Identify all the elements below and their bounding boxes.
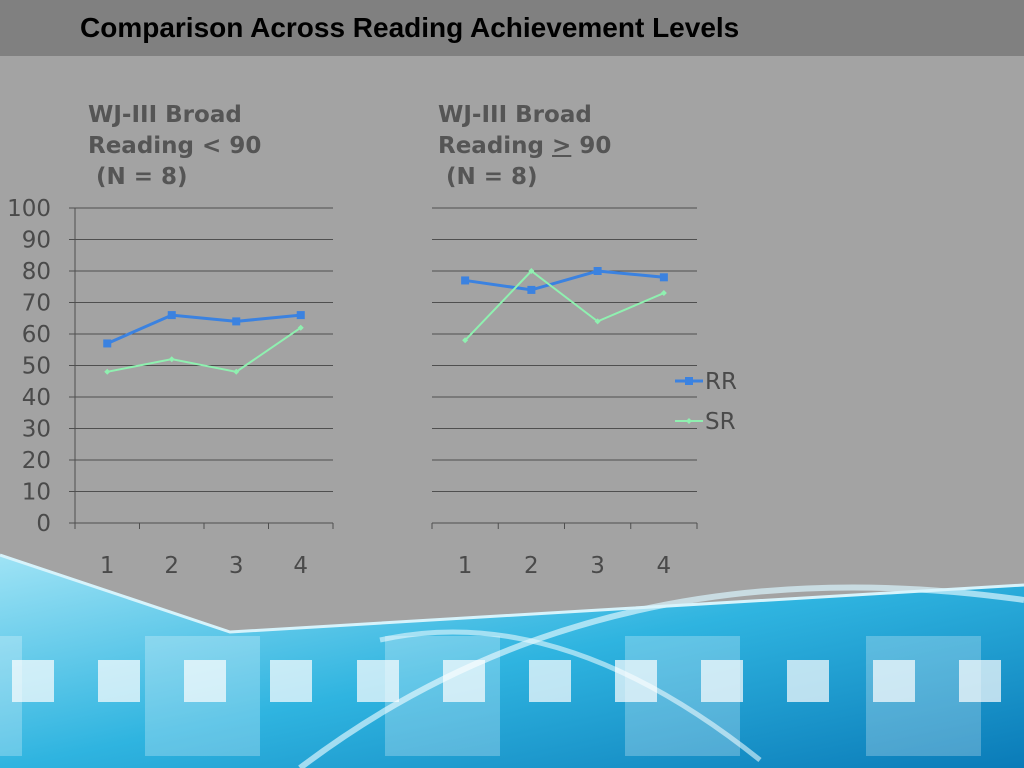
x-tick-label: 4 <box>293 553 308 579</box>
y-tick-label: 80 <box>22 259 51 285</box>
right-panel-line1: WJ-III Broad <box>438 102 592 128</box>
right-panel-line2: Reading > 90 <box>438 133 612 159</box>
data-point-rr <box>103 339 112 348</box>
right-panel-label: WJ-III Broad Reading > 90 (N = 8) <box>438 100 611 193</box>
title-bar <box>0 0 1024 56</box>
y-tick-label: 50 <box>22 354 51 380</box>
data-point-sr <box>660 290 667 297</box>
y-tick-label: 100 <box>7 196 51 222</box>
data-point-rr <box>659 273 668 282</box>
data-point-rr <box>527 285 536 294</box>
data-point-sr <box>462 337 469 344</box>
y-tick-label: 10 <box>22 480 51 506</box>
left-panel-line1: WJ-III Broad <box>88 102 242 128</box>
x-tick-label: 1 <box>100 553 115 579</box>
y-tick-label: 90 <box>22 228 51 254</box>
legend-marker-sr <box>686 418 692 424</box>
y-tick-label: 0 <box>36 511 51 537</box>
data-point-rr <box>296 311 305 320</box>
x-tick-label: 2 <box>524 553 539 579</box>
y-tick-label: 30 <box>22 417 51 443</box>
x-tick-label: 3 <box>590 553 605 579</box>
series-line-sr <box>107 326 302 373</box>
data-point-sr <box>104 368 111 375</box>
x-tick-label: 3 <box>229 553 244 579</box>
y-tick-label: 60 <box>22 322 51 348</box>
data-point-rr <box>167 311 176 320</box>
series-line-rr <box>106 313 301 345</box>
legend-label-sr: SR <box>705 409 736 435</box>
legend-marker-rr <box>685 377 693 385</box>
left-panel-label: WJ-III Broad Reading < 90 (N = 8) <box>88 100 261 193</box>
data-point-sr <box>168 356 175 363</box>
series-line-rr <box>464 269 665 292</box>
data-point-rr <box>593 267 602 275</box>
data-point-sr <box>528 268 535 274</box>
left-panel-line2: Reading < 90 <box>88 133 262 159</box>
left-panel-line3: (N = 8) <box>88 164 188 190</box>
x-tick-label: 1 <box>458 553 473 579</box>
slide-title: Comparison Across Reading Achievement Le… <box>80 12 740 43</box>
series-line-sr <box>464 269 665 341</box>
data-point-sr <box>233 368 240 375</box>
right-panel-line3: (N = 8) <box>438 164 538 190</box>
data-point-rr <box>232 317 241 326</box>
data-point-rr <box>461 276 470 285</box>
y-tick-label: 20 <box>22 448 51 474</box>
x-tick-label: 4 <box>657 553 672 579</box>
data-point-sr <box>297 324 304 331</box>
y-tick-label: 40 <box>22 385 51 411</box>
data-point-sr <box>594 318 601 325</box>
x-tick-label: 2 <box>164 553 179 579</box>
y-tick-label: 70 <box>22 291 51 317</box>
legend-label-rr: RR <box>705 369 737 395</box>
